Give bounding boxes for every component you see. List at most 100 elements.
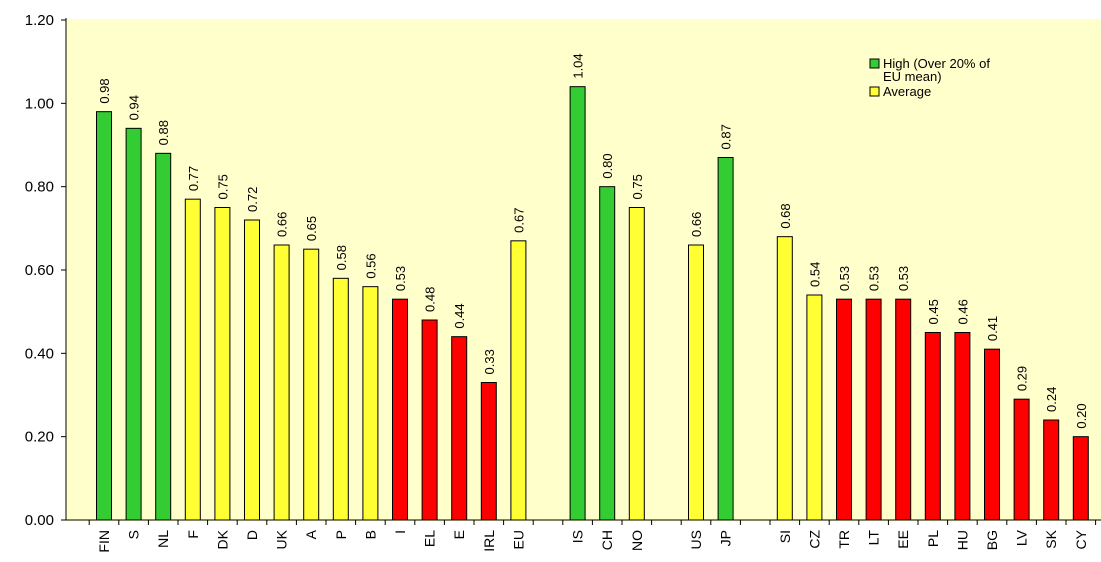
x-tick-label: FIN <box>96 530 112 553</box>
x-tick-label: EE <box>895 530 911 549</box>
x-tick-label: SI <box>777 530 793 543</box>
bar-a <box>303 248 320 521</box>
data-labels: 0.98 0.94 0.88 0.77 0.75 0.72 0.66 0.65 0.58 0.56… <box>97 53 1089 428</box>
x-tick-label: CH <box>599 530 615 550</box>
bar-uk <box>273 244 290 521</box>
data-label: 1.04 <box>571 53 586 78</box>
data-label: 0.72 <box>245 187 260 212</box>
bar-bg <box>984 348 1000 521</box>
data-label: 0.94 <box>127 95 142 120</box>
bar-ch <box>599 186 616 521</box>
bar-d <box>244 219 260 521</box>
bar-p <box>332 277 349 521</box>
data-label: 0.44 <box>452 303 467 328</box>
x-tick-label: CY <box>1073 529 1089 549</box>
x-tick-label: EL <box>422 530 438 547</box>
y-tick-label: 0.80 <box>25 179 54 196</box>
bar-eu <box>510 240 527 521</box>
x-tick-label: NO <box>629 530 645 551</box>
bar-jp <box>717 157 734 521</box>
x-tick-label: P <box>333 530 349 539</box>
legend-label-high: High (Over 20% of EU mean) <box>883 56 990 84</box>
x-tick-label: IRL <box>481 530 497 552</box>
data-label: 0.67 <box>511 208 526 233</box>
bar-f <box>184 198 201 521</box>
x-tick-label: B <box>362 530 378 539</box>
bar-lt <box>865 298 882 521</box>
x-tick-label: BG <box>984 530 1000 550</box>
x-tick-label: LT <box>866 530 882 546</box>
legend: High (Over 20% of EU mean)Average <box>865 53 1043 119</box>
y-tick-label: 0.20 <box>25 429 54 446</box>
data-label: 0.80 <box>600 153 615 178</box>
x-tick-label: TR <box>836 530 852 549</box>
bar-lv <box>1013 398 1030 521</box>
x-tick-label: IS <box>570 530 586 543</box>
bar-sk <box>1043 419 1060 521</box>
legend-swatch-high <box>869 58 880 69</box>
bar-s <box>125 127 142 521</box>
legend-swatch-average <box>869 86 880 97</box>
y-tick-label: 1.00 <box>25 95 54 112</box>
bar-si <box>776 236 793 521</box>
data-label: 0.54 <box>807 262 822 287</box>
bar-fin <box>96 111 112 521</box>
x-tick-label: F <box>185 530 201 539</box>
x-tick-label: NL <box>155 530 171 548</box>
bar-pl <box>924 332 941 521</box>
data-label: 0.48 <box>423 287 438 312</box>
x-tick-label: US <box>688 530 704 549</box>
bar-tr <box>836 298 852 521</box>
y-tick-label: 0.60 <box>25 262 54 279</box>
bar-b <box>362 286 379 521</box>
data-label: 0.68 <box>778 203 793 228</box>
data-label: 0.98 <box>97 78 112 103</box>
data-label: 0.24 <box>1044 387 1059 412</box>
x-tick-label: DK <box>214 529 230 549</box>
x-tick-label: UK <box>274 529 290 549</box>
x-tick-label: CZ <box>806 530 822 549</box>
bar-i <box>392 298 408 521</box>
data-label: 0.75 <box>630 174 645 199</box>
x-tick-label: E <box>451 530 467 539</box>
data-label: 0.20 <box>1074 403 1089 428</box>
bar-dk <box>214 207 231 521</box>
bar-el <box>421 319 438 521</box>
data-label: 0.33 <box>482 349 497 374</box>
legend-box <box>865 53 1043 119</box>
axes: 0.00 0.20 0.40 0.60 0.80 1.00 1.20 FIN S NL F DK D UK… <box>25 12 1101 553</box>
data-label: 0.53 <box>896 266 911 291</box>
x-tick-label: JP <box>718 530 734 546</box>
x-tick-label: HU <box>954 530 970 550</box>
y-tick-label: 1.20 <box>25 12 54 29</box>
data-label: 0.56 <box>363 253 378 278</box>
y-tick-label: 0.00 <box>25 512 54 529</box>
data-label: 0.66 <box>275 212 290 237</box>
data-label: 0.46 <box>955 299 970 324</box>
x-tick-label: D <box>244 530 260 540</box>
x-tick-label: S <box>126 530 142 539</box>
x-tick-label: SK <box>1043 529 1059 548</box>
data-label: 0.45 <box>926 299 941 324</box>
x-tick-label: PL <box>925 530 941 547</box>
data-label: 0.88 <box>156 120 171 145</box>
bar-us <box>688 244 704 521</box>
bar-nl <box>155 152 172 521</box>
data-label: 0.41 <box>985 316 1000 341</box>
bar-hu <box>954 332 971 521</box>
x-tick-label: I <box>392 530 408 534</box>
bar-ee <box>895 298 912 521</box>
data-label: 0.66 <box>689 212 704 237</box>
data-label: 0.75 <box>215 174 230 199</box>
x-tick-label: EU <box>510 530 526 549</box>
bar-cy <box>1072 436 1089 521</box>
bar-no <box>628 207 645 521</box>
data-label: 0.53 <box>393 266 408 291</box>
bar-is <box>569 86 586 521</box>
data-label: 0.53 <box>867 266 882 291</box>
data-label: 0.29 <box>1015 366 1030 391</box>
data-label: 0.58 <box>334 245 349 270</box>
data-label: 0.77 <box>186 166 201 191</box>
bar-cz <box>806 294 823 521</box>
